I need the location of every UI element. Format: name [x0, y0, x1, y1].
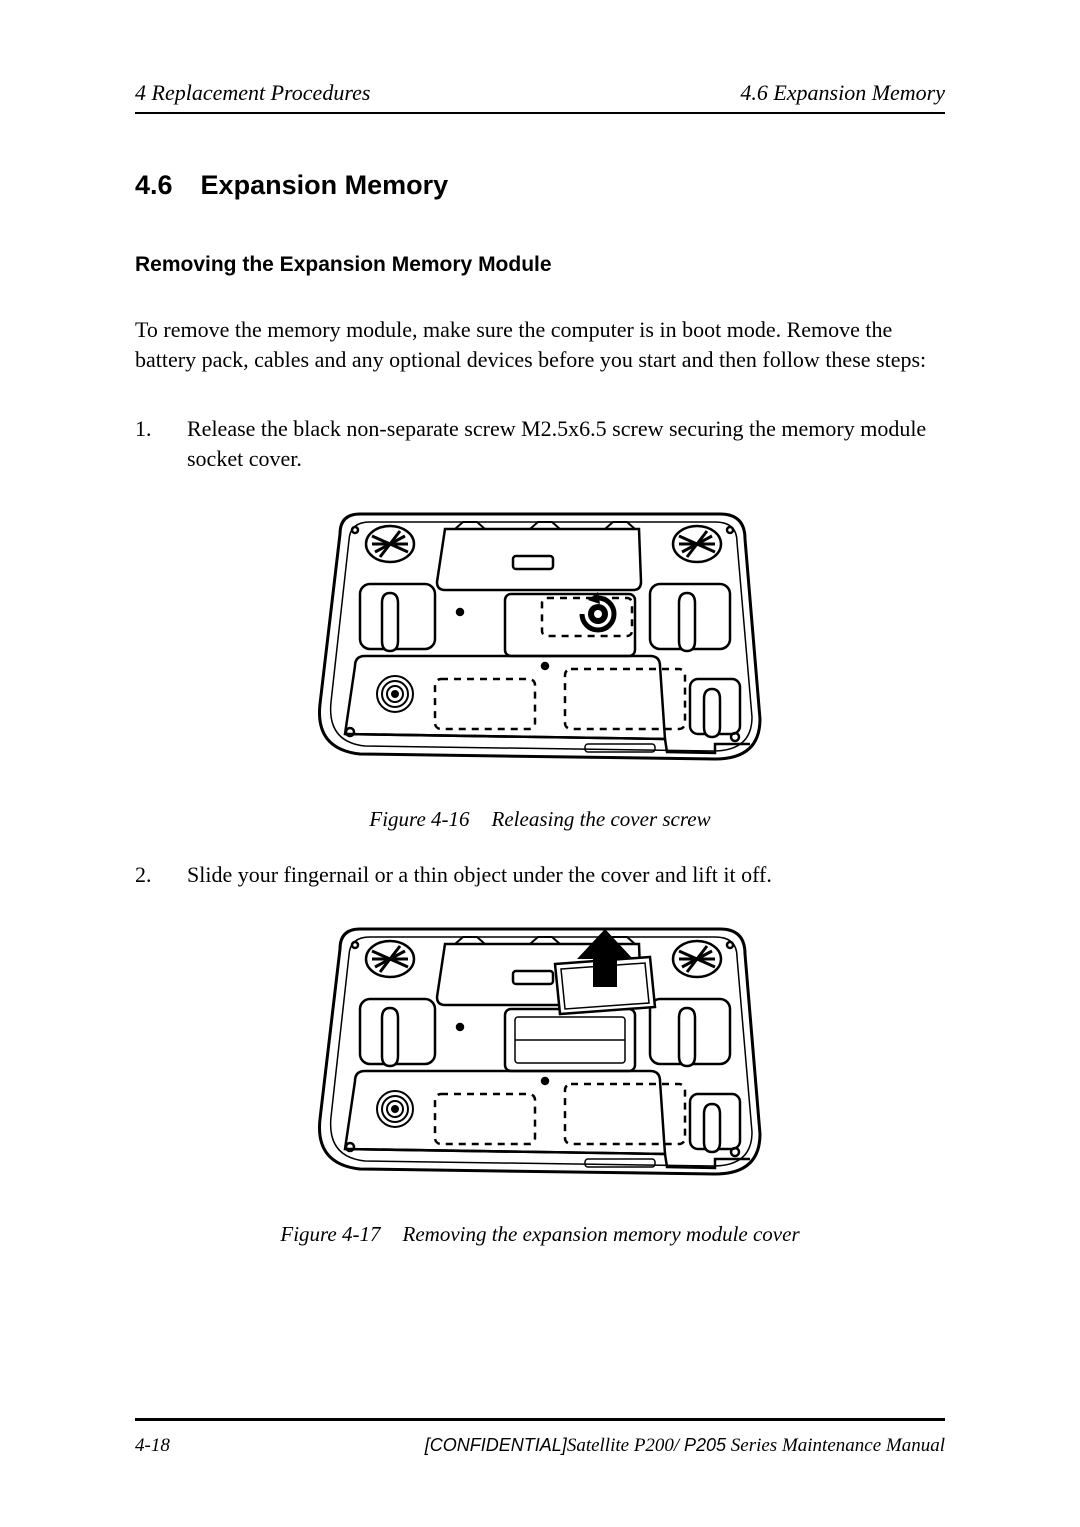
figure-4-16-label: Figure 4-16	[369, 807, 469, 831]
header-rule	[135, 112, 945, 114]
laptop-underside-diagram-1	[305, 494, 775, 784]
intro-paragraph: To remove the memory module, make sure t…	[135, 315, 945, 374]
figure-4-16-text: Releasing the cover screw	[492, 807, 711, 831]
confidential-label: [CONFIDENTIAL]	[425, 1435, 567, 1455]
page: 4 Replacement Procedures 4.6 Expansion M…	[0, 0, 1080, 1527]
figure-4-16	[135, 494, 945, 789]
running-header: 4 Replacement Procedures 4.6 Expansion M…	[135, 80, 945, 112]
footer-rule	[135, 1418, 945, 1421]
figure-4-17-label: Figure 4-17	[280, 1222, 380, 1246]
footer-product-a: Satellite P200/	[567, 1435, 684, 1456]
header-right: 4.6 Expansion Memory	[740, 80, 945, 106]
step-2-text: Slide your fingernail or a thin object u…	[187, 860, 945, 890]
figure-4-17	[135, 909, 945, 1204]
section-heading: 4.6 Expansion Memory	[135, 170, 945, 201]
step-2-number: 2.	[135, 860, 187, 890]
sub-heading: Removing the Expansion Memory Module	[135, 253, 945, 277]
figure-4-16-caption: Figure 4-16 Releasing the cover screw	[135, 807, 945, 832]
section-title: Expansion Memory	[201, 170, 449, 200]
header-left: 4 Replacement Procedures	[135, 80, 370, 106]
section-number: 4.6	[135, 170, 173, 200]
figure-4-17-text: Removing the expansion memory module cov…	[403, 1222, 800, 1246]
footer: 4-18 [CONFIDENTIAL]Satellite P200/ P205 …	[135, 1418, 945, 1457]
figure-4-17-caption: Figure 4-17 Removing the expansion memory…	[135, 1222, 945, 1247]
page-number: 4-18	[135, 1435, 170, 1457]
footer-product-b: P205	[684, 1435, 726, 1455]
footer-right: [CONFIDENTIAL]Satellite P200/ P205 Serie…	[425, 1435, 945, 1457]
laptop-underside-diagram-2	[305, 909, 775, 1199]
step-1-number: 1.	[135, 414, 187, 473]
step-1: 1. Release the black non-separate screw …	[135, 414, 945, 473]
step-1-text: Release the black non-separate screw M2.…	[187, 414, 945, 473]
footer-suffix: Series Maintenance Manual	[726, 1435, 945, 1456]
step-2: 2. Slide your fingernail or a thin objec…	[135, 860, 945, 890]
